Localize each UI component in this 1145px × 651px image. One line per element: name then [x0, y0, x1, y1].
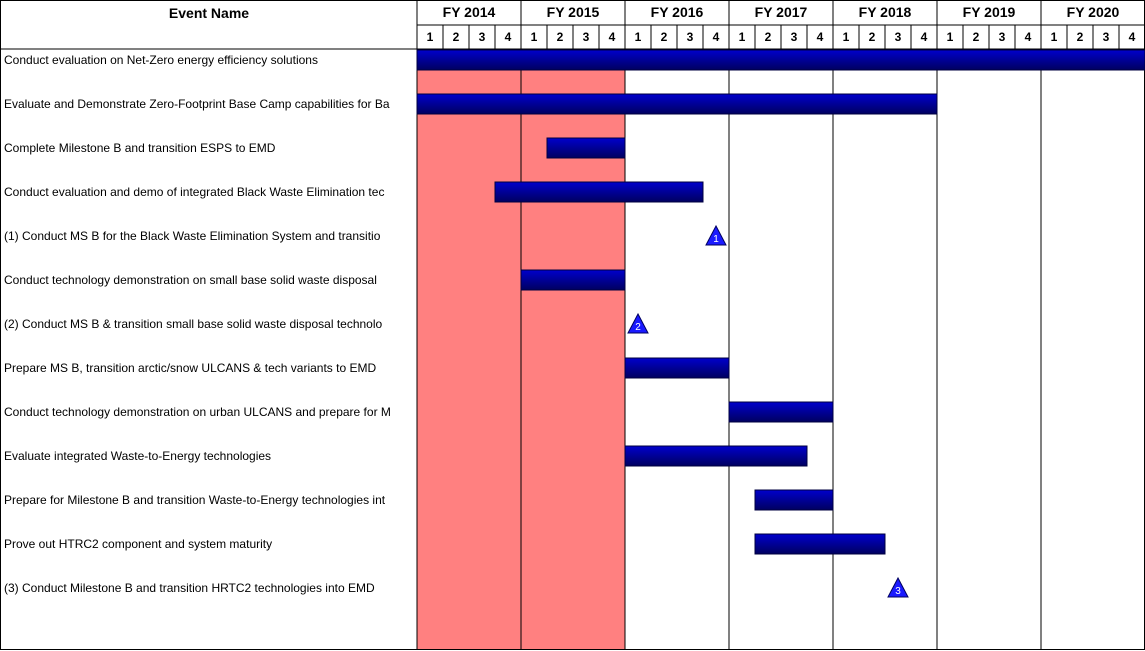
event-label: Conduct technology demonstration on smal… [4, 273, 377, 287]
event-label: Prepare for Milestone B and transition W… [4, 493, 386, 507]
quarter-label: 1 [531, 30, 538, 44]
year-label: FY 2015 [547, 4, 600, 20]
quarter-label: 2 [869, 30, 876, 44]
quarter-label: 2 [765, 30, 772, 44]
quarter-label: 2 [661, 30, 668, 44]
quarter-label: 3 [479, 30, 486, 44]
quarter-label: 1 [843, 30, 850, 44]
task-bar [416, 93, 938, 115]
event-label: Conduct evaluation on Net-Zero energy ef… [4, 53, 318, 67]
quarter-label: 3 [791, 30, 798, 44]
year-label: FY 2017 [755, 4, 808, 20]
quarter-label: 4 [505, 30, 512, 44]
event-label: Conduct evaluation and demo of integrate… [4, 185, 385, 199]
quarter-label: 3 [583, 30, 590, 44]
quarter-label: 4 [921, 30, 928, 44]
event-label: Conduct technology demonstration on urba… [4, 405, 391, 419]
event-label: Evaluate integrated Waste-to-Energy tech… [4, 449, 272, 463]
event-name-column: Event Name Conduct evaluation on Net-Zer… [1, 1, 417, 649]
event-label: (2) Conduct MS B & transition small base… [4, 317, 383, 331]
quarter-label: 2 [973, 30, 980, 44]
event-label: Prove out HTRC2 component and system mat… [4, 537, 273, 551]
quarter-label: 3 [895, 30, 902, 44]
quarter-label: 1 [1051, 30, 1058, 44]
event-label: Prepare MS B, transition arctic/snow ULC… [4, 361, 377, 375]
quarter-label: 3 [687, 30, 694, 44]
highlight-column [417, 49, 521, 649]
task-bar [728, 401, 834, 423]
milestone-marker [887, 576, 909, 598]
milestone-label: 3 [895, 586, 901, 597]
event-label: (3) Conduct Milestone B and transition H… [4, 581, 375, 595]
year-label: FY 2018 [859, 4, 912, 20]
year-label: FY 2016 [651, 4, 704, 20]
task-bar [754, 533, 886, 555]
event-label: (1) Conduct MS B for the Black Waste Eli… [4, 229, 381, 243]
quarter-label: 2 [1077, 30, 1084, 44]
task-bar [416, 49, 1145, 71]
quarter-label: 2 [557, 30, 564, 44]
quarter-label: 4 [609, 30, 616, 44]
year-label: FY 2019 [963, 4, 1016, 20]
event-name-header: Event Name [168, 5, 250, 21]
quarter-label: 3 [999, 30, 1006, 44]
year-label: FY 2014 [443, 4, 496, 20]
quarter-label: 3 [1103, 30, 1110, 44]
quarter-label: 1 [739, 30, 746, 44]
task-bar [754, 489, 834, 511]
event-label: Evaluate and Demonstrate Zero-Footprint … [4, 97, 390, 111]
task-bar [624, 445, 808, 467]
milestone-marker [627, 312, 649, 334]
task-bar [624, 357, 730, 379]
quarter-label: 2 [453, 30, 460, 44]
quarter-label: 4 [1129, 30, 1136, 44]
quarter-label: 1 [947, 30, 954, 44]
milestone-marker [705, 224, 727, 246]
quarter-label: 4 [817, 30, 824, 44]
milestone-label: 1 [713, 234, 719, 245]
year-label: FY 2020 [1067, 4, 1120, 20]
task-bar [494, 181, 704, 203]
quarter-label: 1 [427, 30, 434, 44]
event-label: Complete Milestone B and transition ESPS… [4, 141, 276, 155]
milestone-label: 2 [635, 322, 641, 333]
quarter-label: 4 [1025, 30, 1032, 44]
task-bar [520, 269, 626, 291]
task-bar [546, 137, 626, 159]
quarter-label: 1 [635, 30, 642, 44]
quarter-label: 4 [713, 30, 720, 44]
